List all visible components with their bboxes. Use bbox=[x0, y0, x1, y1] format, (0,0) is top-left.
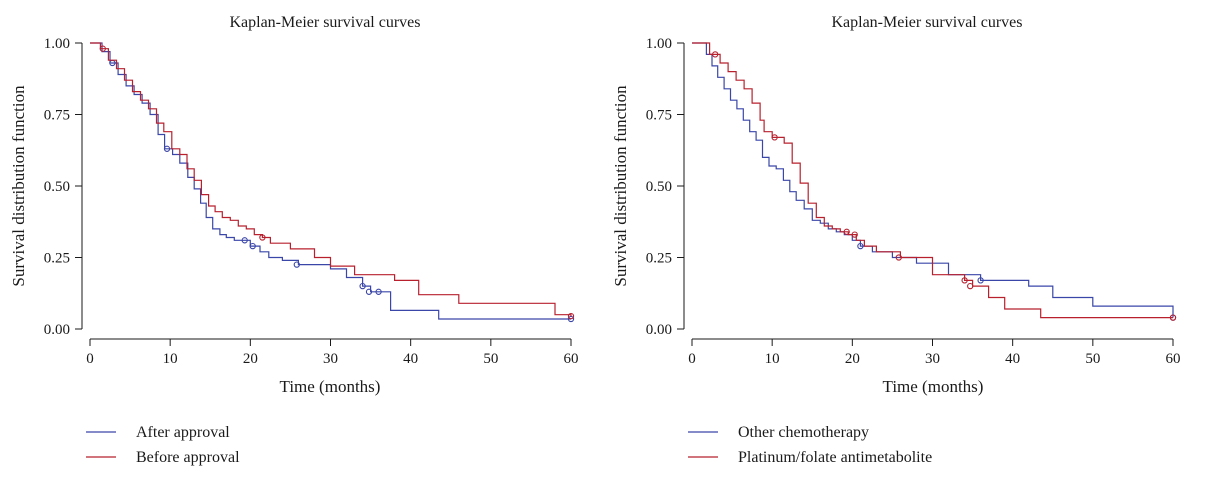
x-tick-label: 40 bbox=[403, 351, 418, 367]
censor-mark bbox=[851, 231, 858, 238]
censor-mark bbox=[359, 282, 366, 290]
censor-mark bbox=[99, 45, 106, 52]
censor-mark bbox=[771, 134, 778, 141]
legend-label-platinum-folate: Platinum/folate antimetabolite bbox=[738, 449, 932, 466]
x-tick-label: 10 bbox=[163, 351, 178, 367]
x-tick-label: 50 bbox=[1085, 351, 1100, 367]
x-tick-label: 60 bbox=[564, 351, 579, 367]
legend-label-other-chemotherapy: Other chemotherapy bbox=[738, 424, 869, 441]
y-tick-label: 0.25 bbox=[646, 251, 672, 267]
x-tick-label: 20 bbox=[845, 351, 860, 367]
y-tick-label: 0.00 bbox=[44, 322, 70, 338]
censor-mark bbox=[567, 312, 575, 320]
x-tick-label: 50 bbox=[483, 351, 498, 367]
censor-mark bbox=[961, 277, 968, 284]
censor-mark bbox=[293, 261, 300, 268]
x-tick-label: 40 bbox=[1005, 351, 1020, 367]
survival-curve-series-1 bbox=[692, 42, 1174, 318]
censor-mark bbox=[1169, 314, 1177, 321]
x-tick-label: 60 bbox=[1166, 351, 1181, 367]
censor-mark bbox=[857, 242, 864, 250]
censor-mark bbox=[241, 237, 248, 244]
chart-title: Kaplan-Meier survival curves bbox=[229, 14, 420, 31]
censor-mark bbox=[977, 277, 984, 284]
censor-mark bbox=[249, 242, 256, 250]
legend: After approval Before approval bbox=[86, 424, 240, 466]
y-axis-label: Survival distribution function bbox=[611, 85, 630, 287]
x-tick-label: 30 bbox=[323, 351, 338, 367]
x-tick-label: 0 bbox=[86, 351, 94, 367]
legend-label-before-approval: Before approval bbox=[136, 449, 240, 466]
chart-panel-2: Kaplan-Meier survival curves Survival di… bbox=[611, 14, 1181, 466]
chart-panel-1: Kaplan-Meier survival curves Survival di… bbox=[9, 14, 579, 466]
censor-mark bbox=[895, 254, 902, 261]
x-axis-label: Time (months) bbox=[883, 377, 984, 396]
x-tick-label: 0 bbox=[688, 351, 696, 367]
y-tick-label: 0.50 bbox=[44, 179, 70, 195]
y-axis-label: Survival distribution function bbox=[9, 85, 28, 287]
y-tick-label: 0.75 bbox=[646, 108, 672, 124]
censor-mark bbox=[843, 228, 850, 235]
plot-area: 0 10 20 30 40 50 60 0.00 0.25 0.50 0.75 1.00 bbox=[44, 36, 579, 367]
y-tick-label: 0.00 bbox=[646, 322, 672, 338]
y-tick-label: 0.75 bbox=[44, 108, 70, 124]
plot-area: 0 10 20 30 40 50 60 0.00 0.25 0.50 0.75 1.00 bbox=[646, 36, 1181, 367]
censor-mark bbox=[259, 234, 266, 241]
y-tick-label: 1.00 bbox=[646, 36, 672, 52]
censor-mark bbox=[163, 145, 171, 152]
censor-mark bbox=[567, 315, 575, 323]
y-tick-label: 1.00 bbox=[44, 36, 70, 52]
survival-curve-series-1 bbox=[90, 42, 571, 320]
legend-label-after-approval: After approval bbox=[136, 424, 230, 441]
x-axis-label: Time (months) bbox=[280, 377, 381, 396]
censor-mark bbox=[365, 288, 373, 295]
chart-title: Kaplan-Meier survival curves bbox=[831, 14, 1022, 31]
y-tick-label: 0.50 bbox=[646, 179, 672, 195]
legend: Other chemotherapy Platinum/folate antim… bbox=[688, 424, 932, 466]
x-tick-label: 10 bbox=[765, 351, 780, 367]
y-tick-label: 0.25 bbox=[44, 251, 70, 267]
x-tick-label: 30 bbox=[925, 351, 940, 367]
censor-mark bbox=[712, 51, 719, 58]
censor-mark bbox=[967, 282, 974, 290]
survival-curve-series-2 bbox=[90, 42, 572, 317]
x-tick-label: 20 bbox=[243, 351, 258, 367]
censor-mark bbox=[375, 288, 382, 295]
